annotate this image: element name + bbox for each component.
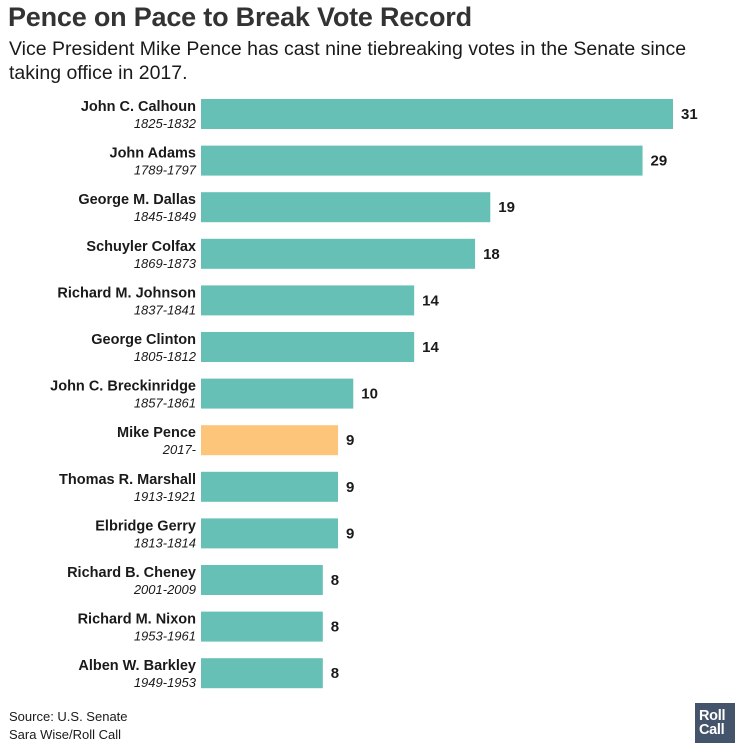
category-label: Alben W. Barkley bbox=[78, 658, 196, 674]
term-years-label: 2001-2009 bbox=[133, 582, 196, 597]
category-label: Richard B. Cheney bbox=[67, 565, 196, 581]
category-label: Richard M. Nixon bbox=[78, 612, 196, 628]
category-label: John C. Breckinridge bbox=[50, 379, 196, 395]
category-label: George M. Dallas bbox=[78, 192, 196, 208]
term-years-label: 1825-1832 bbox=[134, 116, 197, 131]
roll-call-logo: Roll Call bbox=[695, 703, 735, 743]
footer: Source: U.S. Senate Sara Wise/Roll Call bbox=[9, 708, 128, 744]
category-label: Mike Pence bbox=[117, 425, 196, 441]
source-note: Source: U.S. Senate bbox=[9, 709, 128, 724]
category-label: Thomas R. Marshall bbox=[59, 472, 196, 488]
chart-subtitle: Vice President Mike Pence has cast nine … bbox=[9, 38, 687, 84]
category-label: John Adams bbox=[110, 146, 196, 162]
logo-line-1: Roll bbox=[699, 708, 726, 724]
value-label: 9 bbox=[346, 479, 354, 496]
value-label: 14 bbox=[422, 339, 439, 356]
value-label: 9 bbox=[346, 525, 354, 542]
term-years-label: 1857-1861 bbox=[134, 396, 196, 411]
category-label: Schuyler Colfax bbox=[86, 239, 196, 255]
term-years-label: 1805-1812 bbox=[134, 349, 197, 364]
value-label: 10 bbox=[361, 386, 378, 403]
bar-richard-b-cheney bbox=[201, 565, 323, 595]
credit-note: Sara Wise/Roll Call bbox=[9, 727, 121, 742]
term-years-label: 1949-1953 bbox=[134, 675, 197, 690]
term-years-label: 1845-1849 bbox=[134, 209, 196, 224]
bar-mike-pence bbox=[201, 425, 339, 456]
bar-george-m-dallas bbox=[201, 192, 491, 223]
term-years-label: 1913-1921 bbox=[134, 489, 196, 504]
term-years-label: 1789-1797 bbox=[134, 163, 197, 178]
value-label: 18 bbox=[483, 246, 500, 263]
category-label: George Clinton bbox=[91, 332, 196, 348]
bar-thomas-r-marshall bbox=[201, 471, 339, 502]
bar-schuyler-colfax bbox=[201, 238, 476, 269]
value-label: 29 bbox=[651, 153, 668, 170]
value-label: 8 bbox=[331, 619, 339, 636]
bar-george-clinton bbox=[201, 332, 415, 362]
term-years-label: 1837-1841 bbox=[134, 302, 196, 317]
term-years-label: 1813-1814 bbox=[134, 535, 196, 550]
category-label: John C. Calhoun bbox=[81, 99, 196, 115]
value-label: 8 bbox=[331, 572, 339, 589]
value-label: 31 bbox=[681, 106, 698, 123]
value-label: 8 bbox=[331, 665, 339, 682]
value-label: 9 bbox=[346, 432, 354, 449]
bar-john-c-calhoun bbox=[201, 99, 673, 129]
bar-john-c-breckinridge bbox=[201, 378, 354, 409]
bar-john-adams bbox=[201, 145, 643, 176]
term-years-label: 1953-1961 bbox=[134, 629, 196, 644]
bar-richard-m-nixon bbox=[201, 611, 323, 642]
term-years-label: 2017- bbox=[162, 442, 197, 457]
category-label: Richard M. Johnson bbox=[57, 285, 196, 301]
chart-title: Pence on Pace to Break Vote Record bbox=[8, 2, 472, 32]
value-label: 19 bbox=[498, 199, 515, 216]
term-years-label: 1869-1873 bbox=[134, 256, 197, 271]
category-label: Elbridge Gerry bbox=[95, 518, 196, 534]
logo-line-2: Call bbox=[699, 722, 725, 738]
value-label: 14 bbox=[422, 292, 439, 309]
bar-richard-m-johnson bbox=[201, 285, 415, 316]
bar-alben-w-barkley bbox=[201, 658, 323, 689]
bar-elbridge-gerry bbox=[201, 518, 339, 549]
